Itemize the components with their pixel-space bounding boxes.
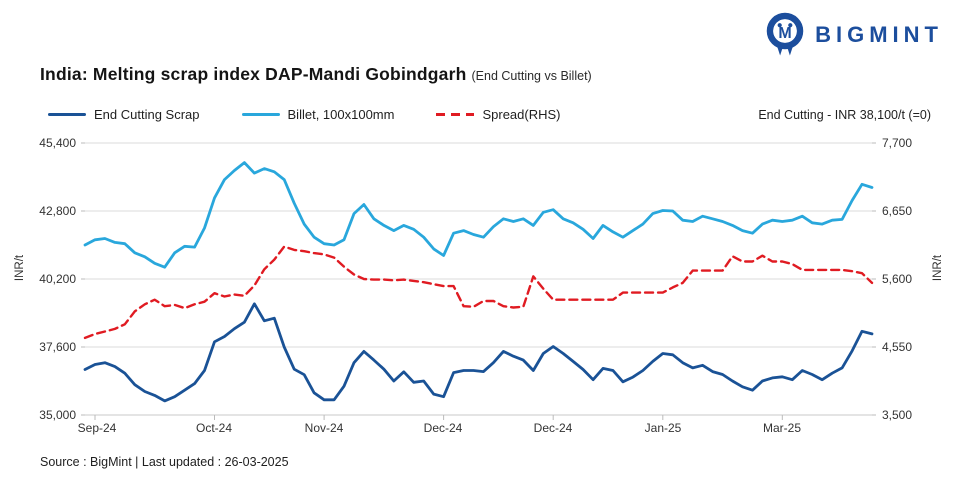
source-note: Source : BigMint | Last updated : 26-03-… [40,455,289,469]
spread-dashed-swatch [436,112,475,117]
legend-label: Billet, 100x100mm [287,107,395,122]
y-left-tick: 42,800 [39,204,76,218]
y-left-tick: 45,400 [39,136,76,150]
legend-item-end-cutting: End Cutting Scrap [48,107,200,122]
y-left-axis-title: INR/t [14,254,27,282]
x-tick: Dec-24 [533,421,573,435]
x-tick: Dec-24 [423,421,463,435]
bigmint-logo: M BIGMINT [765,12,943,58]
x-tick: Jan-25 [644,421,682,435]
x-tick: Oct-24 [195,421,233,435]
y-right-axis-title: INR/t [932,254,945,282]
legend-label: End Cutting Scrap [94,107,200,122]
x-tick: Mar-25 [762,421,802,435]
chart-title-main: India: Melting scrap index DAP-Mandi Gob… [40,64,467,84]
billet-line-swatch [241,112,280,117]
chart-plot [81,142,876,420]
end-cutting-line-swatch [48,112,86,117]
bigmint-logo-icon: M [766,12,804,56]
legend-label: Spread(RHS) [482,107,561,122]
y-right-tick: 4,550 [882,340,913,354]
legend-item-billet: Billet, 100x100mm [241,107,395,122]
chart-title-sub: (End Cutting vs Billet) [471,69,592,83]
x-tick: Nov-24 [304,421,344,435]
series-billet-100x100mm [83,161,874,269]
y-right-tick: 6,650 [882,204,913,218]
y-left-tick: 37,600 [39,340,76,354]
legend-item-spread: Spread(RHS) [436,107,561,122]
y-left-tick: 35,000 [39,408,76,422]
bigmint-wordmark: BIGMINT [815,22,943,47]
series-spread-rhs- [83,245,874,340]
y-right-tick: 3,500 [882,408,913,422]
baseline-annotation: End Cutting - INR 38,100/t (=0) [758,107,931,122]
svg-text:M: M [778,25,791,42]
x-tick: Sep-24 [77,421,117,435]
chart-title: India: Melting scrap index DAP-Mandi Gob… [40,64,592,85]
legend: End Cutting Scrap Billet, 100x100mm Spre… [48,107,931,122]
y-right-tick: 7,700 [882,136,913,150]
y-right-tick: 5,600 [882,272,913,286]
y-left-tick: 40,200 [39,272,76,286]
series-end-cutting-scrap [83,302,874,403]
